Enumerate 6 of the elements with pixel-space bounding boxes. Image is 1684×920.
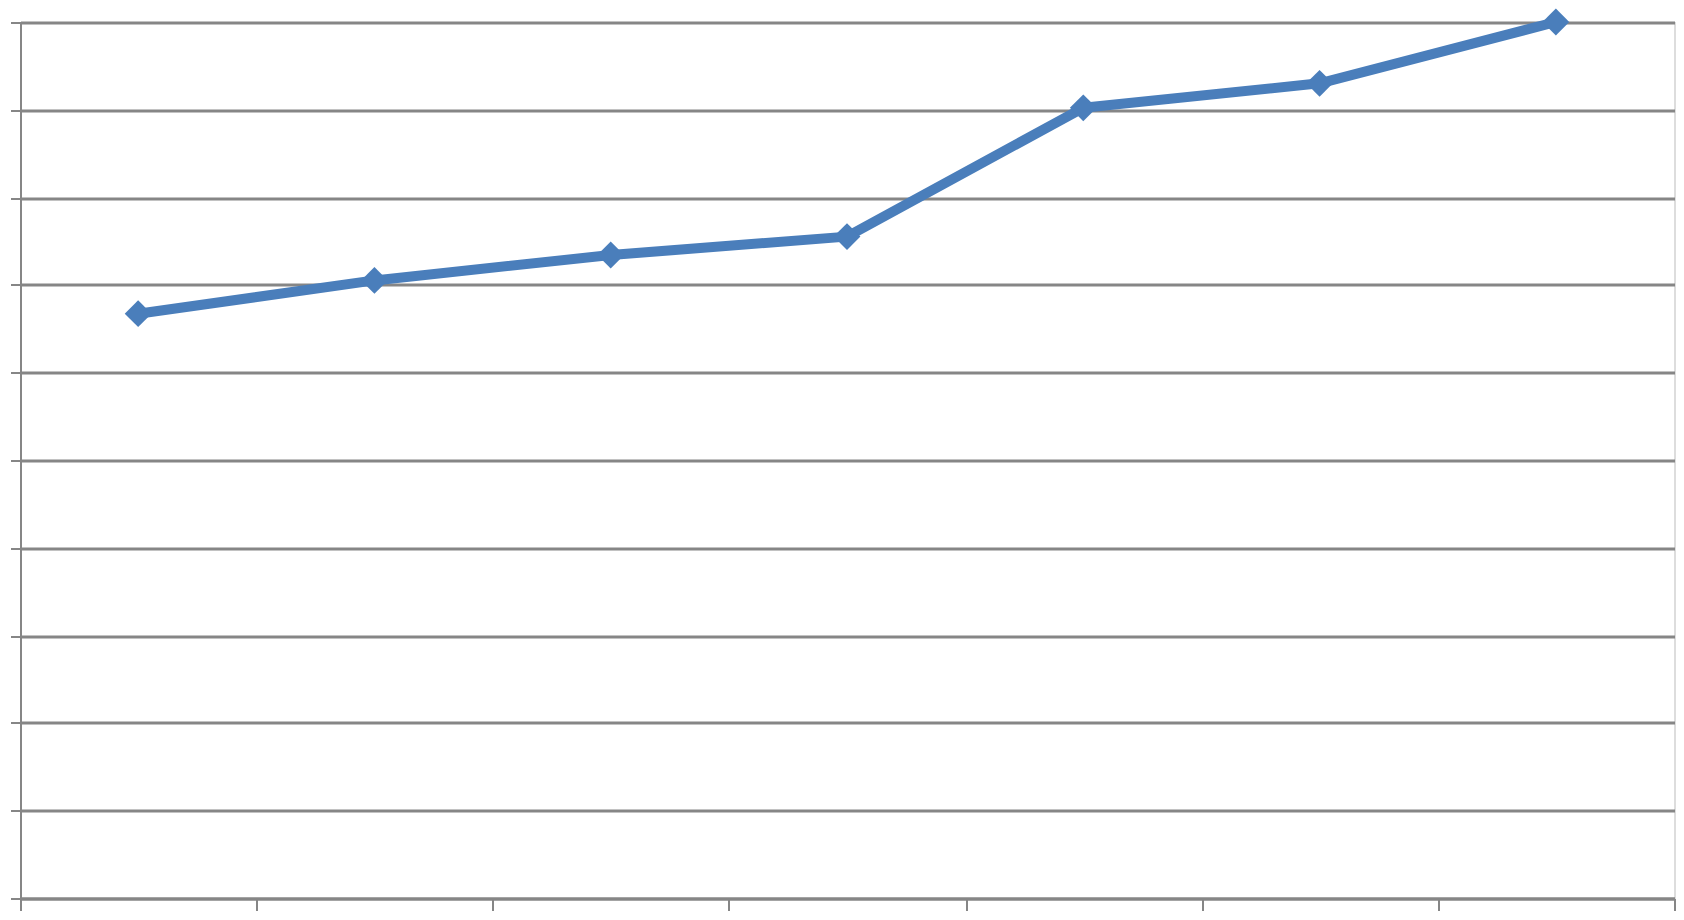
point — [1069, 94, 1097, 122]
point — [1306, 69, 1333, 97]
point — [833, 223, 861, 251]
point — [1542, 8, 1570, 36]
point — [124, 300, 152, 328]
point — [361, 267, 388, 294]
